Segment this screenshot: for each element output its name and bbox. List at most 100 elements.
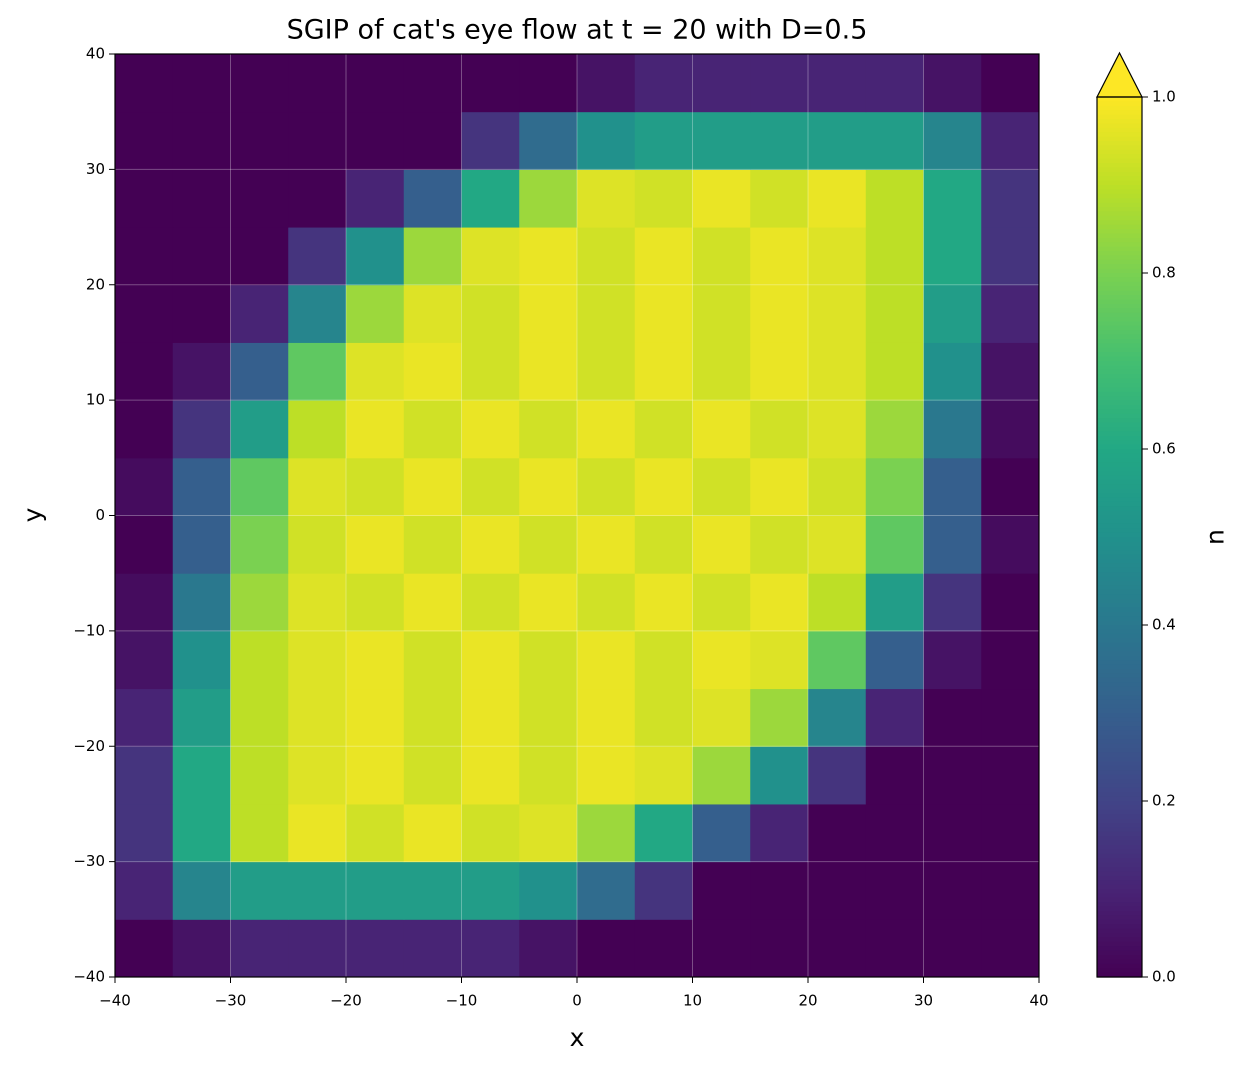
colorbar-segment [1097,427,1142,432]
heatmap-cell [577,54,636,113]
heatmap-cell [519,284,578,343]
heatmap-cell [923,111,982,170]
colorbar-segment [1097,325,1142,331]
heatmap-cell [230,515,289,574]
colorbar-segment [1097,413,1142,419]
heatmap-cell [750,457,809,516]
heatmap-cell [923,919,982,978]
colorbar-segment [1097,387,1142,393]
heatmap-cell [808,919,867,978]
heatmap-cell [230,919,289,978]
heatmap-cell [634,919,693,978]
colorbar-segment [1097,277,1142,283]
colorbar-segment [1097,783,1142,789]
colorbar-segment [1097,673,1142,679]
heatmap-cell [750,111,809,170]
heatmap-cell [577,630,636,690]
colorbar-segment [1097,343,1142,349]
heatmap-cell [981,515,1040,574]
heatmap-cell [750,746,809,805]
heatmap-cell [577,169,636,228]
y-tick-label: 40 [86,45,105,63]
heatmap-cell [519,169,578,228]
colorbar-segment [1097,391,1142,397]
heatmap-cell [577,342,636,401]
heatmap-cell [577,746,636,805]
colorbar-segment [1097,620,1142,626]
colorbar-segment [1097,823,1142,828]
heatmap-cell [172,861,231,920]
heatmap-cell [519,111,578,170]
heatmap-cell [692,746,751,805]
heatmap-cell [577,227,636,286]
heatmap-cell [519,227,578,286]
colorbar-segment [1097,180,1142,186]
heatmap-cell [923,342,982,401]
colorbar-segment [1097,550,1142,556]
colorbar-segment [1097,713,1142,718]
colorbar-segment [1097,171,1142,177]
colorbar-segment [1097,374,1142,380]
colorbar-segment [1097,114,1142,120]
colorbar-segment [1097,875,1142,881]
heatmap-cell [519,630,578,690]
heatmap-cell [692,515,751,574]
heatmap-cell [403,457,462,516]
colorbar-segment [1097,686,1142,692]
colorbar-segment [1097,506,1142,512]
colorbar-segment [1097,154,1142,160]
colorbar-segment [1097,699,1142,705]
heatmap-cell [288,919,347,978]
colorbar-segment [1097,589,1142,595]
heatmap-cell [519,515,578,574]
heatmap-cell [115,630,174,690]
colorbar-segment [1097,475,1142,481]
heatmap-cell [230,284,289,343]
heatmap-cell [981,111,1040,170]
colorbar-segment [1097,145,1142,151]
heatmap-cell [172,803,231,863]
heatmap-cell [923,803,982,863]
heatmap-cell [865,746,924,805]
colorbar-segment [1097,264,1142,270]
heatmap-cell [403,861,462,920]
heatmap-cell [172,227,231,286]
colorbar-segment [1097,933,1142,938]
heatmap-cell [923,688,982,747]
colorbar-segment [1097,867,1142,872]
heatmap-cell [634,457,693,516]
heatmap-cell [692,803,751,863]
colorbar: 0.0 0.2 0.4 0.6 0.8 1.0 [1096,51,1176,986]
heatmap-cell [346,169,405,228]
heatmap-cell [519,457,578,516]
colorbar-segment [1097,937,1142,943]
x-axis-label: x [570,1023,585,1052]
colorbar-segment [1097,695,1142,701]
heatmap-cell [461,861,520,920]
heatmap-cell [808,400,867,459]
colorbar-segment [1097,801,1142,806]
colorbar-segment [1097,752,1142,758]
colorbar-segment [1097,647,1142,652]
colorbar-segment [1097,510,1142,516]
colorbar-segment [1097,321,1142,327]
colorbar-segment [1097,629,1142,635]
heatmap-cell [750,803,809,863]
heatmap-cell [403,342,462,401]
colorbar-segment [1097,616,1142,622]
colorbar-segment [1097,127,1142,133]
heatmap-cell [346,919,405,978]
heatmap-cell [230,573,289,632]
colorbar-segment [1097,339,1142,344]
colorbar-segment [1097,968,1142,974]
heatmap-cell [981,861,1040,920]
colorbar-segment [1097,814,1142,820]
heatmap-cell [692,573,751,632]
heatmap-cell [923,54,982,113]
heatmap-cell [692,688,751,747]
colorbar-segment [1097,532,1142,538]
colorbar-segment [1097,299,1142,305]
heatmap-cell [115,515,174,574]
colorbar-segment [1097,594,1142,600]
heatmap-cell [577,919,636,978]
